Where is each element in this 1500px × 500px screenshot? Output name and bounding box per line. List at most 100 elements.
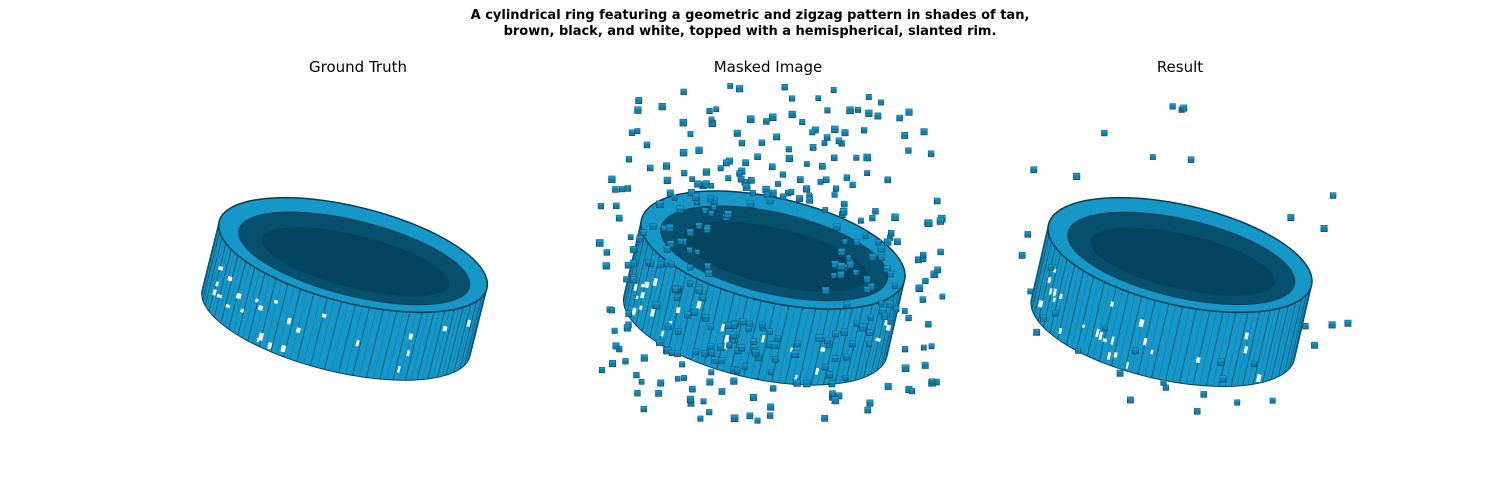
wall-stripe (201, 229, 220, 298)
wall-stripe (649, 261, 668, 338)
stray-voxel (725, 322, 732, 329)
wall-gap (652, 278, 658, 287)
stray-voxel (936, 217, 945, 225)
stray-voxel (831, 154, 838, 161)
wall-stripe (432, 310, 451, 379)
wall-gap (256, 337, 260, 343)
wall-stripe (797, 308, 817, 385)
stray-voxel (779, 193, 787, 200)
stray-voxel (754, 417, 761, 424)
stray-voxel (695, 222, 703, 230)
wall-stripe (467, 292, 486, 362)
panel-masked-image: Masked Image (588, 58, 948, 438)
wall-stripe (1218, 312, 1237, 387)
wall-stripe (1158, 305, 1177, 380)
wall-gap (640, 283, 645, 288)
stray-voxel (860, 127, 868, 134)
stray-voxel (770, 341, 779, 349)
stray-voxel (633, 372, 640, 379)
stray-voxel (788, 188, 795, 195)
wall-stripe (1030, 227, 1049, 302)
wall-stripe (886, 280, 905, 357)
wall-gap (1244, 332, 1250, 340)
wall-stripe (1165, 306, 1183, 381)
stray-voxel (674, 375, 681, 382)
stray-voxel (634, 389, 641, 397)
stray-voxel (738, 344, 746, 352)
stray-voxel (883, 265, 891, 273)
wall-gap (649, 308, 656, 317)
wall-gap (820, 346, 826, 353)
wall-stripe (736, 298, 755, 376)
wall-stripe (1257, 309, 1276, 384)
stray-voxel (824, 107, 831, 114)
wall-stripe (427, 310, 446, 379)
stray-voxel (826, 371, 834, 379)
stray-voxel (1169, 103, 1176, 110)
stray-voxel (713, 106, 720, 113)
wall-stripe (1087, 281, 1105, 357)
wall-stripe (296, 293, 315, 362)
stray-voxel (822, 207, 829, 213)
wall-stripe (237, 267, 256, 336)
wall-gap (406, 350, 411, 357)
wall-stripe (441, 308, 460, 377)
wall-stripe (1281, 300, 1300, 375)
wall-gap (675, 307, 681, 314)
wall-stripe (437, 309, 455, 378)
stray-voxel (867, 314, 874, 321)
stray-voxel (869, 215, 876, 222)
stray-voxel (874, 112, 882, 120)
stray-voxel (803, 379, 811, 388)
stray-voxel (922, 277, 929, 285)
stray-voxel (887, 270, 894, 278)
stray-voxel (831, 125, 839, 133)
wall-stripe (242, 270, 261, 339)
stray-voxel (1187, 156, 1195, 163)
stray-voxel (768, 163, 776, 171)
stray-voxel (656, 339, 664, 347)
wall-stripe (673, 275, 692, 353)
wall-gap (216, 293, 223, 299)
voxel-render-result (1018, 103, 1352, 415)
stray-voxel (623, 276, 630, 283)
wall-gap (1150, 349, 1154, 355)
stray-voxel (730, 377, 738, 385)
voxel-render-ground-truth (201, 196, 489, 381)
stray-voxel (821, 286, 830, 295)
wall-gap (639, 305, 643, 311)
stray-voxel (875, 239, 882, 246)
stray-voxel (775, 180, 781, 187)
stray-voxel (796, 195, 803, 203)
stray-voxel (718, 357, 725, 364)
wall-stripe (1061, 267, 1080, 343)
wall-gap (257, 305, 264, 311)
stray-voxel (671, 194, 678, 201)
wall-stripe (464, 297, 482, 366)
stray-voxel (750, 190, 756, 196)
stray-voxel (833, 223, 841, 231)
stray-voxel (921, 361, 929, 369)
stray-voxel (853, 320, 860, 327)
stray-voxel (1024, 231, 1031, 238)
stray-voxel (727, 83, 734, 89)
stray-voxel (769, 189, 777, 197)
stray-voxel (837, 271, 845, 279)
stray-voxel (854, 106, 861, 113)
stray-voxel (837, 262, 846, 271)
wall-gap (1102, 338, 1108, 343)
stray-voxel (859, 323, 867, 332)
stray-voxel (829, 390, 836, 398)
stray-voxel (711, 356, 719, 364)
stray-voxel (830, 87, 837, 93)
stray-voxel (703, 226, 711, 234)
stray-voxel (843, 174, 851, 181)
wall-gap (1106, 352, 1112, 360)
stray-voxel (640, 229, 647, 237)
wall-stripe (456, 302, 475, 371)
stray-voxel (802, 185, 811, 193)
stray-voxel (862, 232, 869, 239)
stray-voxel (657, 260, 665, 268)
stray-voxel (701, 350, 708, 357)
stray-voxel (663, 245, 671, 253)
